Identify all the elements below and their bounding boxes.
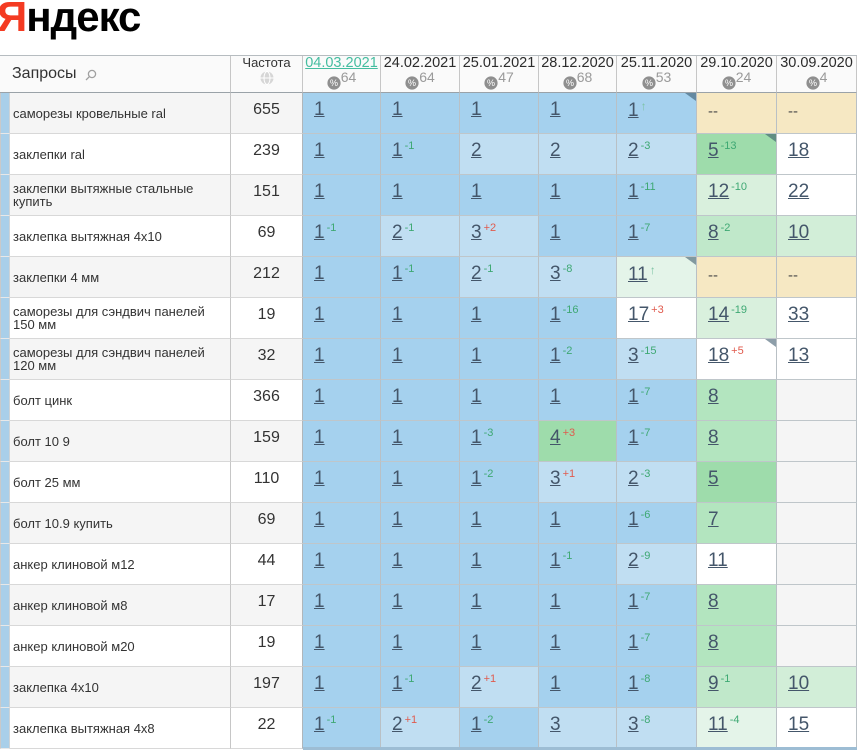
svg-text:%: % xyxy=(408,78,416,88)
svg-text:%: % xyxy=(645,78,653,88)
svg-text:%: % xyxy=(330,78,338,88)
svg-text:%: % xyxy=(809,78,817,88)
svg-text:%: % xyxy=(566,78,574,88)
svg-text:%: % xyxy=(725,78,733,88)
svg-text:%: % xyxy=(487,78,495,88)
